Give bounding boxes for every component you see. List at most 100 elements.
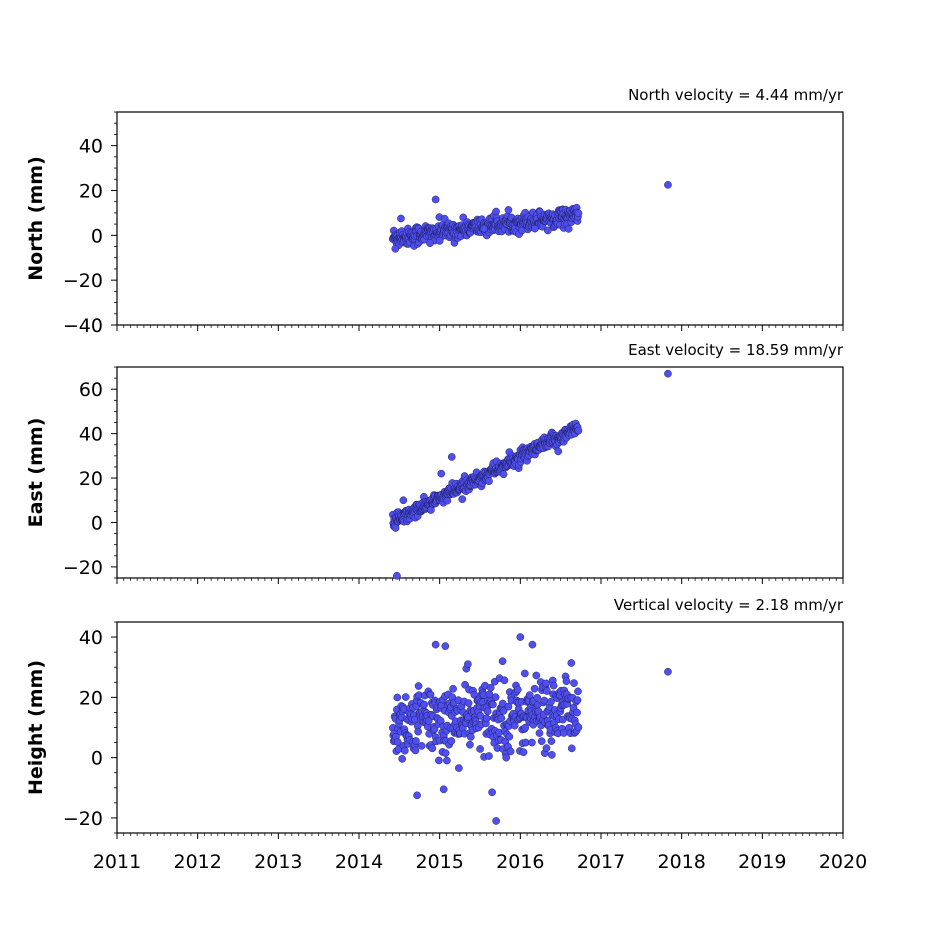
height-point (441, 749, 450, 757)
height-point (466, 733, 475, 741)
height-ytick-label: 40 (79, 627, 103, 649)
height-point (506, 747, 515, 756)
height-point (398, 755, 407, 763)
north-velocity-title: North velocity = 4.44 mm/yr (628, 86, 844, 104)
east-point (393, 571, 401, 580)
xtick-label: 2012 (173, 851, 221, 873)
height-point (449, 684, 457, 693)
north-ytick-label: 40 (79, 136, 103, 158)
east-ylabel: East (mm) (25, 418, 47, 528)
height-point (497, 714, 506, 723)
height-point (431, 640, 440, 649)
height-point (543, 687, 551, 695)
height-point (521, 723, 530, 732)
height-point (559, 729, 568, 737)
height-point (483, 707, 492, 716)
xtick-label: 2017 (577, 851, 625, 873)
height-ylabel: Height (mm) (25, 660, 47, 795)
height-point (525, 691, 534, 699)
height-point (447, 737, 456, 745)
north-point (431, 195, 440, 204)
height-point (547, 697, 555, 706)
east-ytick-label: −20 (63, 557, 103, 579)
height-point (464, 660, 472, 669)
north-ytick-label: −40 (63, 315, 103, 337)
height-point (439, 785, 448, 794)
height-point (455, 764, 463, 772)
xtick-label: 2019 (738, 851, 786, 873)
north-point (544, 226, 552, 235)
height-point (505, 732, 514, 741)
north-point (504, 206, 513, 214)
height-point (537, 737, 546, 745)
height-point (486, 683, 495, 692)
height-point (498, 657, 507, 666)
north-point (426, 239, 434, 247)
height-ytick-label: 20 (79, 687, 103, 709)
east-point (554, 447, 563, 456)
east-point (458, 495, 467, 503)
xtick-label: 2015 (415, 851, 463, 873)
height-point (574, 723, 583, 732)
north-ytick-label: 0 (91, 225, 103, 247)
east-ytick-label: 60 (79, 379, 103, 401)
east-point (574, 426, 583, 435)
height-point (464, 699, 473, 707)
height-point (570, 679, 578, 687)
height-point (426, 690, 435, 699)
east-velocity-title: East velocity = 18.59 mm/yr (628, 341, 844, 359)
height-point (401, 746, 409, 755)
height-point (428, 744, 437, 753)
xtick-label: 2018 (657, 851, 705, 873)
north-point (391, 244, 400, 253)
east-point (499, 470, 508, 479)
height-point (513, 685, 522, 694)
height-point (499, 707, 508, 715)
north-point (397, 214, 405, 223)
height-point (516, 633, 525, 641)
height-point (664, 667, 672, 676)
height-point (542, 744, 551, 752)
height-point (573, 696, 582, 704)
height-point (393, 693, 402, 702)
height-point (430, 725, 439, 733)
height-ytick-label: −20 (63, 808, 103, 830)
height-point (519, 748, 528, 757)
east-point (447, 453, 456, 461)
north-ytick-label: 20 (79, 180, 103, 202)
east-panel: East velocity = 18.59 mm/yr East (mm) −2… (25, 341, 844, 584)
north-ylabel: North (mm) (25, 156, 47, 281)
east-point (399, 496, 408, 505)
north-point (480, 224, 488, 233)
height-point (535, 729, 544, 737)
north-point (531, 224, 539, 233)
height-point (533, 693, 542, 702)
height-point (420, 700, 429, 709)
height-point (528, 738, 536, 747)
height-point (528, 640, 537, 649)
height-point (414, 727, 422, 736)
north-panel: North velocity = 4.44 mm/yr North (mm) −… (25, 86, 844, 337)
height-point (488, 788, 496, 797)
height-point (411, 746, 420, 755)
east-point (437, 469, 446, 478)
north-point (492, 207, 500, 216)
north-point (435, 237, 444, 245)
north-point (664, 181, 672, 189)
height-point (521, 669, 529, 678)
north-points (389, 181, 672, 253)
xtick-label: 2013 (254, 851, 302, 873)
height-panel: Vertical velocity = 2.18 mm/yr Height (m… (25, 596, 867, 873)
north-point (574, 209, 583, 218)
height-point (540, 696, 549, 705)
height-point (562, 677, 571, 686)
height-point (466, 740, 474, 749)
height-point (510, 721, 519, 730)
height-point (482, 714, 491, 723)
east-points (389, 369, 672, 580)
height-ytick-label: 0 (91, 748, 103, 770)
height-point (492, 817, 500, 825)
vertical-velocity-title: Vertical velocity = 2.18 mm/yr (614, 596, 844, 614)
height-point (443, 756, 451, 765)
